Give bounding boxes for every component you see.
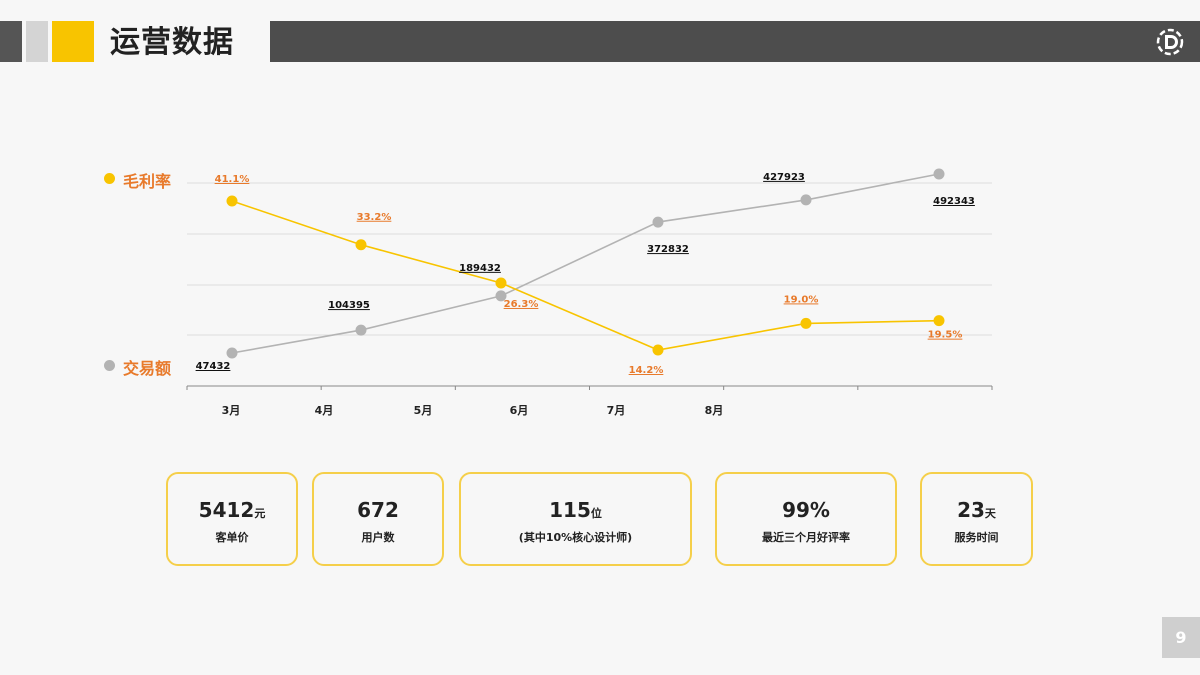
line-chart: 3月 4月 5月 6月 7月 8月 41.1% 33.2% 26.3% 14.2% 19.0% 19.…: [186, 168, 993, 417]
data-point-transaction-volume: [800, 194, 812, 206]
data-point-transaction-volume: [226, 347, 238, 359]
header-accent-yellow: [52, 21, 94, 62]
legend-label-gross-margin: 毛利率: [123, 172, 172, 191]
x-tick-label: 4月: [315, 404, 334, 417]
x-tick-label: 3月: [222, 404, 241, 417]
stat-label: 服务时间: [954, 531, 999, 544]
data-point-gross-margin: [495, 277, 507, 289]
stat-card-users: 672 用户数: [312, 472, 444, 566]
data-label-gross-margin: 19.0%: [784, 294, 819, 305]
series-line-gross-margin: [231, 200, 940, 351]
stat-card-rating: 99% 最近三个月好评率: [715, 472, 897, 566]
data-label-gross-margin: 14.2%: [629, 365, 664, 376]
page-title: 运营数据: [110, 25, 234, 60]
header-accent-dark: [0, 21, 22, 62]
series-line-transaction-volume: [231, 173, 940, 354]
stat-unit: 天: [984, 507, 996, 520]
stat-label: 最近三个月好评率: [762, 531, 850, 544]
data-label-gross-margin: 41.1%: [215, 174, 250, 185]
header-accent-gray: [26, 21, 48, 62]
data-label-transaction-volume: 427923: [763, 172, 805, 183]
x-tick-label: 6月: [510, 404, 529, 417]
stat-value: 115: [549, 498, 591, 522]
header-bar: [270, 21, 1200, 62]
stat-label: (其中10%核心设计师): [518, 531, 633, 544]
data-point-gross-margin: [226, 195, 238, 207]
x-tick-label: 8月: [705, 404, 724, 417]
stat-value: 5412: [198, 498, 255, 522]
data-label-gross-margin: 19.5%: [928, 330, 963, 341]
stat-label: 客单价: [215, 531, 249, 544]
data-label-gross-margin: 26.3%: [504, 299, 539, 310]
data-point-transaction-volume: [495, 290, 507, 302]
stat-card-designers: 115位 (其中10%核心设计师): [459, 472, 692, 566]
page-number: 9: [1162, 617, 1200, 658]
x-tick-label: 7月: [607, 404, 626, 417]
data-point-transaction-volume: [652, 216, 664, 228]
stat-unit: 元: [254, 507, 266, 520]
x-tick-label: 5月: [414, 404, 433, 417]
data-label-transaction-volume: 47432: [196, 361, 231, 372]
stat-value: 23: [957, 498, 985, 522]
data-point-gross-margin: [800, 317, 812, 329]
data-point-gross-margin: [652, 344, 664, 356]
legend-dot-transaction-volume: [104, 360, 115, 371]
stat-value: 672: [357, 498, 399, 522]
data-label-transaction-volume: 372832: [647, 244, 689, 255]
stat-card-service-time: 23天 服务时间: [920, 472, 1033, 566]
data-label-transaction-volume: 492343: [933, 196, 975, 207]
legend-label-transaction-volume: 交易额: [123, 359, 172, 378]
stat-unit: 位: [590, 507, 602, 520]
stat-card-avg-order: 5412元 客单价: [166, 472, 298, 566]
data-label-gross-margin: 33.2%: [357, 212, 392, 223]
legend-dot-gross-margin: [104, 173, 115, 184]
data-point-transaction-volume: [355, 324, 367, 336]
stat-value: 99%: [782, 498, 830, 522]
data-point-gross-margin: [933, 315, 945, 327]
data-label-transaction-volume: 189432: [459, 263, 501, 274]
brand-logo-icon: [1156, 28, 1184, 56]
data-point-gross-margin: [355, 239, 367, 251]
stat-label: 用户数: [361, 531, 395, 544]
data-label-transaction-volume: 104395: [328, 300, 370, 311]
data-point-transaction-volume: [933, 168, 945, 180]
